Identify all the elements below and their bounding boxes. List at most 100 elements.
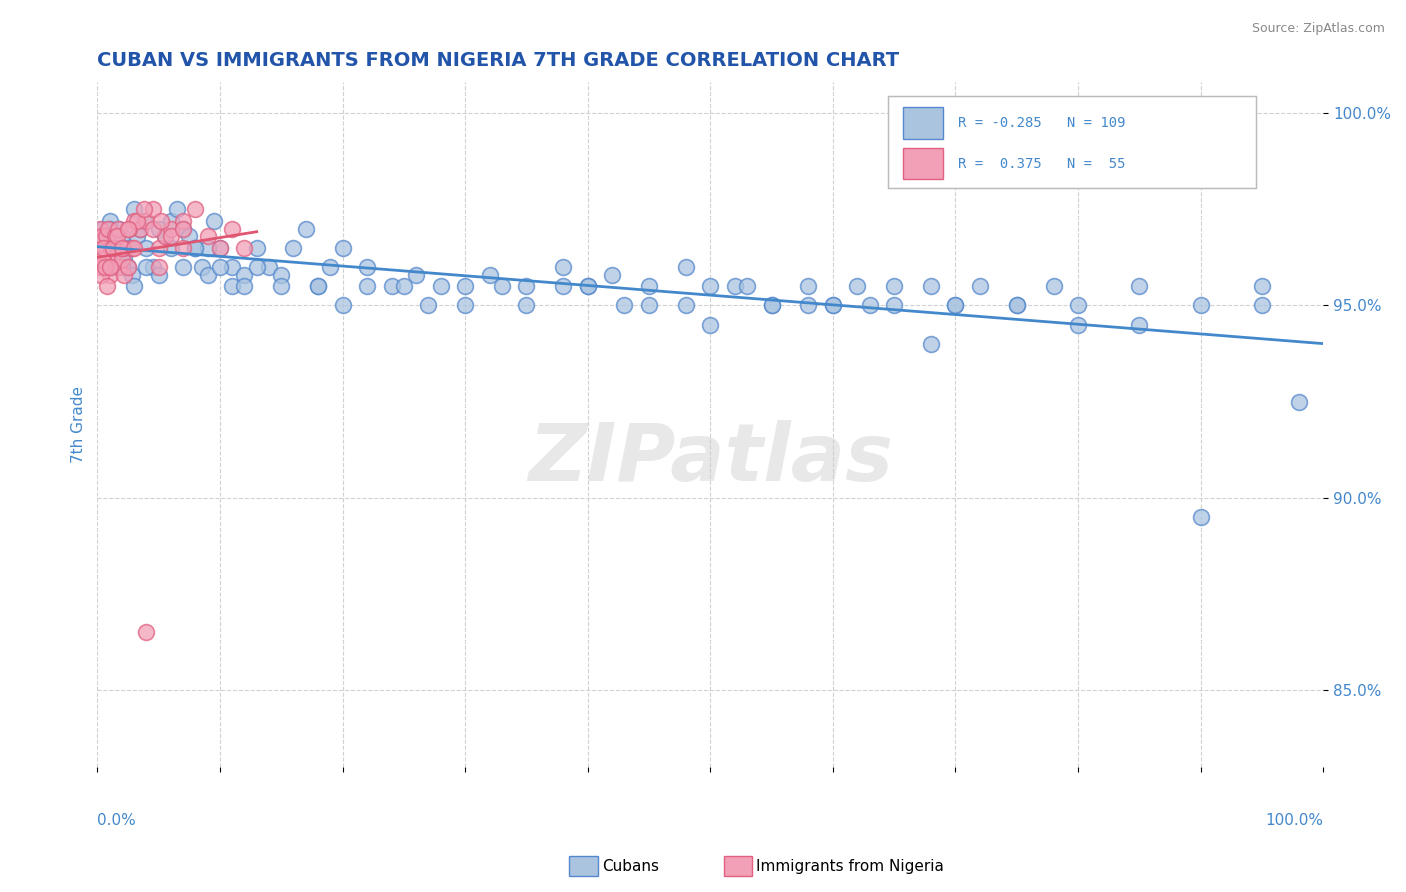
Point (135, 260, 157, 274)
Point (89, 221, 111, 235)
Text: Source: ZipAtlas.com: Source: ZipAtlas.com (1251, 22, 1385, 36)
Point (112, 268, 135, 282)
Point (121, 241, 143, 255)
Point (101, 252, 124, 267)
Point (1288, 394, 1310, 409)
Point (122, 279, 145, 293)
Point (270, 268, 292, 282)
Point (112, 241, 135, 255)
Point (478, 268, 501, 282)
Point (98, 268, 121, 282)
Point (920, 279, 942, 293)
Point (135, 214, 157, 228)
Point (1042, 279, 1064, 293)
Point (454, 279, 477, 293)
Point (920, 337, 942, 351)
Point (613, 298, 636, 312)
Point (553, 260, 575, 274)
Point (270, 279, 292, 293)
Point (93, 241, 115, 255)
Point (883, 298, 905, 312)
Point (166, 202, 188, 217)
Point (111, 252, 134, 267)
Point (172, 221, 194, 235)
Point (221, 221, 243, 235)
Point (233, 241, 256, 255)
Point (108, 260, 131, 274)
Point (307, 279, 329, 293)
Point (160, 214, 183, 228)
Point (93, 221, 115, 235)
Point (1128, 318, 1150, 332)
Point (111, 241, 134, 255)
Point (93, 241, 115, 255)
Point (454, 298, 477, 312)
Point (246, 260, 269, 274)
Point (859, 298, 882, 312)
Point (1251, 298, 1274, 312)
Point (98, 221, 121, 235)
Point (108, 221, 131, 235)
Point (111, 260, 134, 274)
Point (197, 268, 219, 282)
Point (418, 298, 440, 312)
Point (600, 268, 623, 282)
Point (97, 221, 120, 235)
Point (1005, 298, 1028, 312)
Point (319, 260, 342, 274)
Point (307, 279, 329, 293)
Point (846, 279, 869, 293)
Point (761, 298, 783, 312)
Point (797, 279, 820, 293)
Point (141, 221, 163, 235)
Point (1005, 298, 1028, 312)
Point (1251, 279, 1274, 293)
Point (675, 260, 697, 274)
Point (221, 279, 243, 293)
Point (94, 229, 117, 244)
Point (150, 214, 173, 228)
Point (172, 221, 194, 235)
Point (172, 260, 194, 274)
Point (96, 279, 118, 293)
Text: CUBAN VS IMMIGRANTS FROM NIGERIA 7TH GRADE CORRELATION CHART: CUBAN VS IMMIGRANTS FROM NIGERIA 7TH GRA… (97, 51, 900, 70)
Point (160, 241, 183, 255)
Point (96, 229, 118, 244)
Point (233, 268, 256, 282)
Point (153, 229, 176, 244)
Point (98, 260, 121, 274)
Point (724, 279, 747, 293)
Point (98, 214, 121, 228)
Point (356, 260, 378, 274)
Point (699, 279, 721, 293)
Point (883, 279, 905, 293)
Y-axis label: 7th Grade: 7th Grade (72, 386, 86, 463)
Point (141, 202, 163, 217)
Point (405, 268, 427, 282)
Text: Cubans: Cubans (602, 859, 659, 873)
Point (197, 229, 219, 244)
Point (208, 241, 231, 255)
Point (103, 241, 125, 255)
Point (91, 252, 114, 267)
Point (91, 229, 114, 244)
Point (675, 298, 697, 312)
Point (190, 260, 212, 274)
Point (153, 229, 176, 244)
Point (100, 241, 122, 255)
Point (184, 241, 207, 255)
Point (429, 279, 451, 293)
Point (129, 221, 152, 235)
Point (160, 229, 183, 244)
Point (945, 298, 967, 312)
Point (821, 298, 844, 312)
Point (93, 260, 115, 274)
Point (1067, 318, 1090, 332)
Point (117, 221, 139, 235)
Point (104, 241, 127, 255)
Point (257, 260, 280, 274)
Point (89, 260, 111, 274)
Point (797, 298, 820, 312)
Point (135, 241, 157, 255)
Point (515, 298, 537, 312)
